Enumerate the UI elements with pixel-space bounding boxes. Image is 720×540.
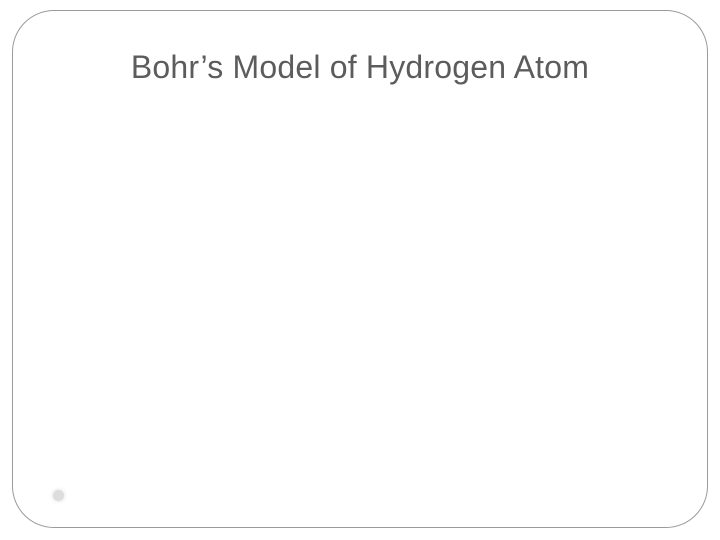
slide-title: Bohr’s Model of Hydrogen Atom [13,49,707,86]
footer-bullet-icon [53,490,64,501]
slide-frame: Bohr’s Model of Hydrogen Atom [12,10,708,528]
